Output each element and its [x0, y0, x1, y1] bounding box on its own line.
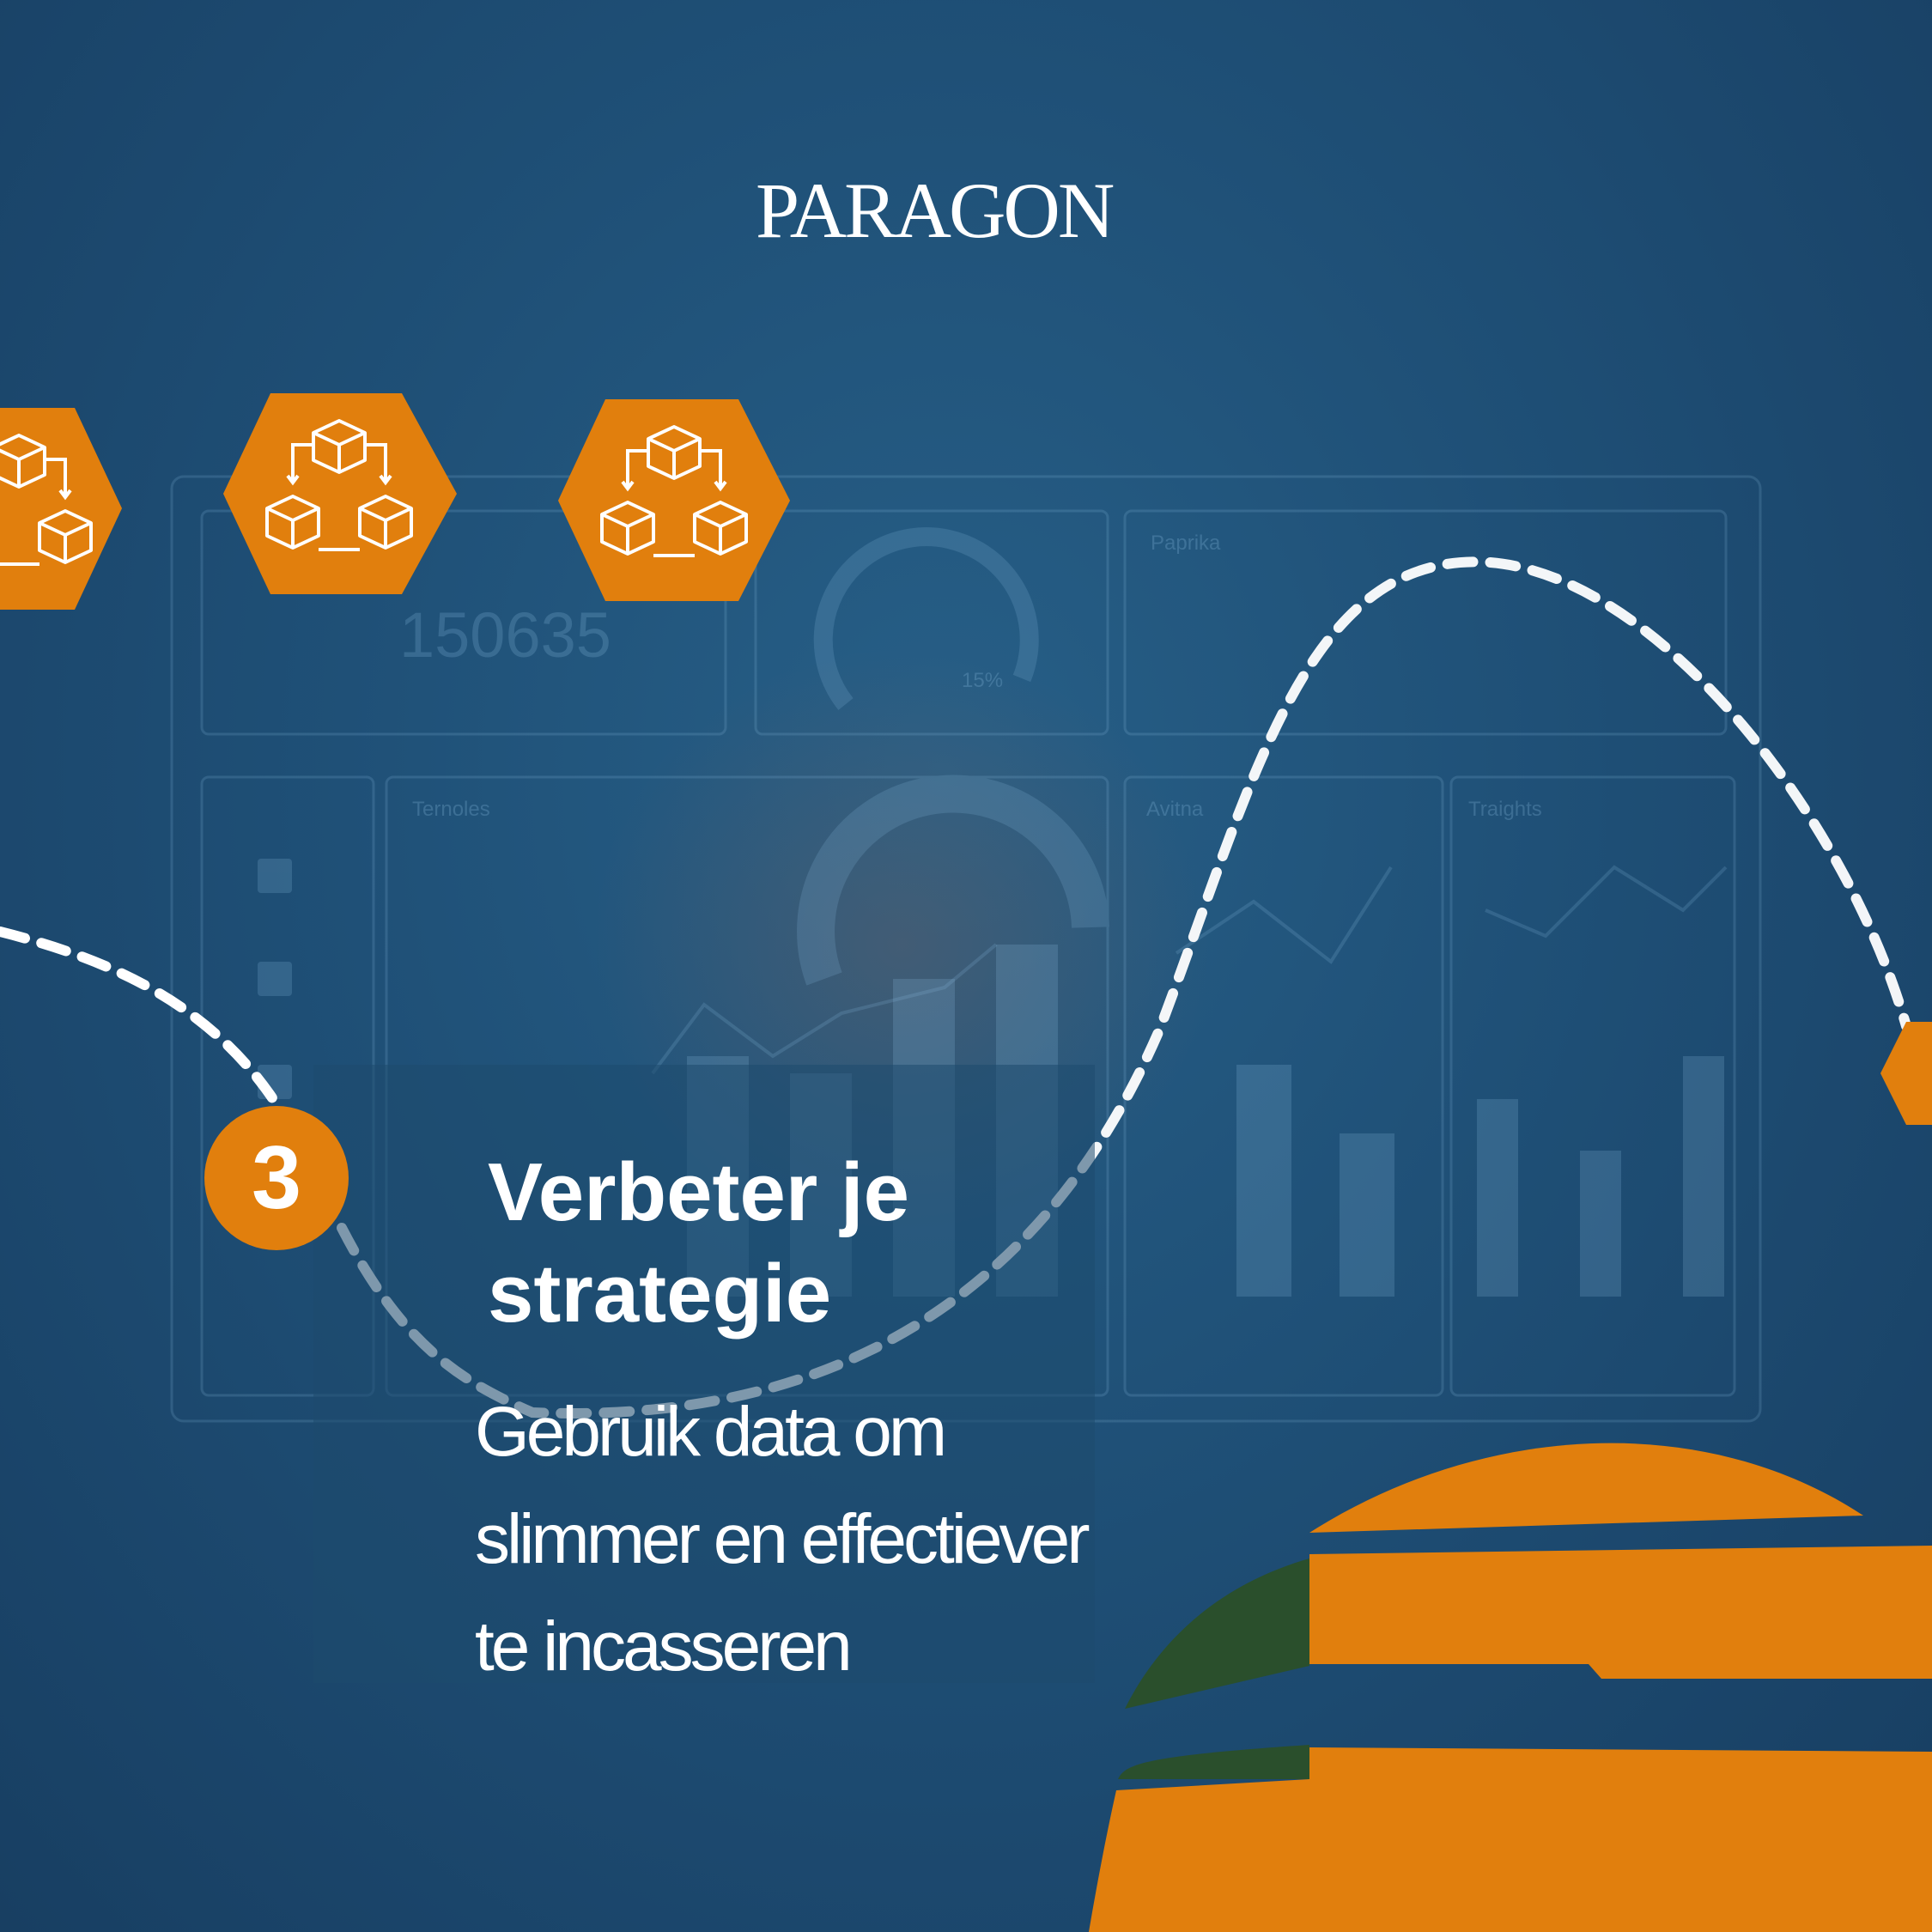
panel-title: Avitna: [1146, 798, 1204, 821]
step-number-badge: 3: [204, 1106, 349, 1250]
bar: [1236, 1065, 1291, 1297]
hexagon-cubes-icon: [0, 408, 122, 610]
step-description-line: te incasseren: [475, 1607, 853, 1686]
step-description-line: Gebruik data om: [475, 1393, 947, 1471]
hexagon-cubes-icon: [223, 393, 457, 594]
bar: [1580, 1151, 1621, 1297]
panel-title: Ternoles: [412, 798, 490, 821]
dashboard-card: [754, 509, 1109, 736]
panel-title: Traights: [1468, 798, 1542, 821]
step-description-line: slimmer en effectiever: [475, 1500, 1091, 1578]
dashboard-card: [1123, 509, 1728, 736]
panel-title: Paprika: [1151, 532, 1221, 555]
step-title-line: strategie: [488, 1248, 832, 1340]
hexagon-cubes-icon: [558, 399, 790, 601]
dashboard-card: [200, 509, 727, 736]
bar: [1477, 1099, 1518, 1297]
logo-text: PARAGON: [756, 167, 1114, 254]
gauge-arc: [813, 527, 1039, 710]
trend-line: [1175, 866, 1393, 964]
step-description: Gebruik data om slimmer en effectiever t…: [475, 1378, 1179, 1700]
trend-line: [1485, 865, 1728, 939]
step-title-line: Verbeter je: [488, 1146, 909, 1238]
step-title: Verbeter je strategie: [488, 1142, 1089, 1345]
gauge-value: 15%: [962, 669, 1003, 692]
kpi-value: 150635: [399, 599, 611, 671]
hexagon-partial-icon: [1880, 1022, 1932, 1125]
bar: [1340, 1133, 1394, 1297]
dashboard-card: [1123, 775, 1444, 1397]
dot: [258, 859, 292, 893]
dashboard-card: [1449, 775, 1736, 1397]
dot: [258, 962, 292, 996]
trend-line: [651, 943, 998, 1075]
paragon-logo: PARAGON: [756, 167, 1116, 254]
donut-arc: [797, 775, 1109, 986]
bar: [1683, 1056, 1724, 1297]
